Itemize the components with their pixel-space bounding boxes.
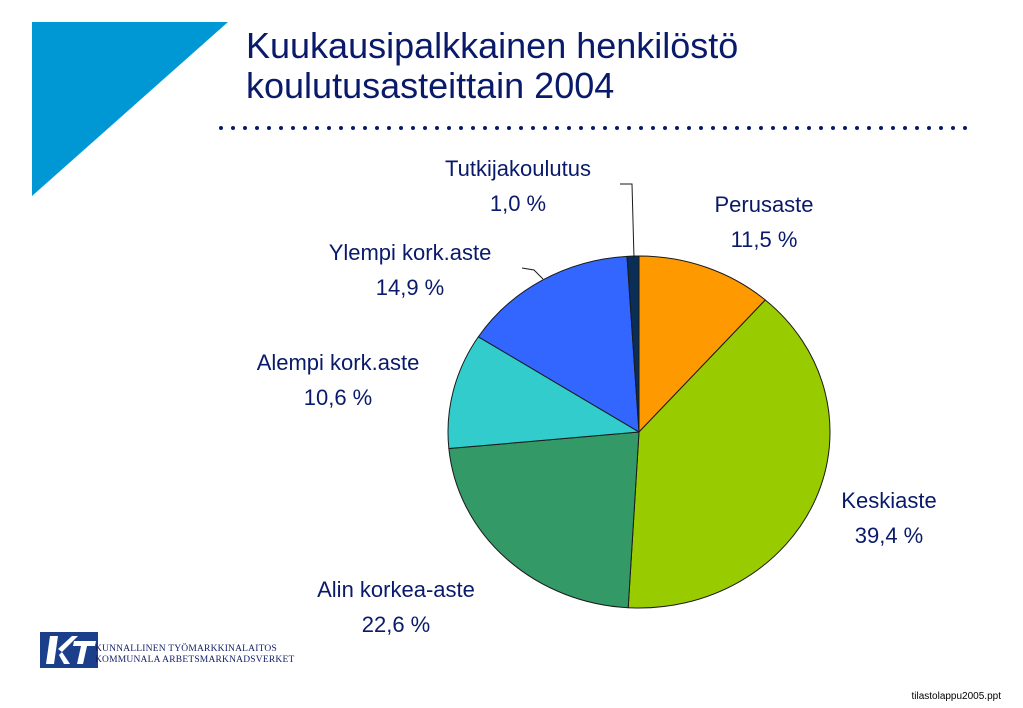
dotted-divider: [219, 126, 973, 130]
slice-label-6: Tutkijakoulutus 1,0 %: [445, 156, 591, 216]
slice-label-1: Perusaste 11,5 %: [714, 192, 813, 252]
slice-label-5: Ylempi kork.aste 14,9 %: [329, 240, 492, 300]
title-line-1: Kuukausipalkkainen henkilöstö: [246, 25, 739, 66]
org-name-swedish: KOMMUNALA ARBETSMARKNADSVERKET: [95, 655, 295, 665]
slide-title: Kuukausipalkkainen henkilöstö koulutusas…: [246, 26, 738, 106]
slice-label-2: Keskiaste 39,4 %: [841, 488, 936, 548]
pie-slice-2: [627, 299, 831, 609]
pie-slice-4: [447, 336, 640, 450]
slice-label-4: Alempi kork.aste 10,6 %: [257, 350, 420, 410]
org-name-finnish: KUNNALLINEN TYÖMARKKINALAITOS: [95, 644, 277, 654]
corner-triangle: [32, 22, 228, 196]
kt-logo: [40, 632, 98, 668]
leader-line-tutkijakoulutus: [620, 183, 635, 259]
title-line-2: koulutusasteittain 2004: [246, 65, 615, 106]
leader-line-ylempi: [521, 267, 544, 280]
pie-slice-5: [477, 255, 640, 433]
pie-slice-6: [626, 255, 640, 433]
pie-slice-3: [448, 431, 640, 609]
file-name: tilastolappu2005.ppt: [911, 691, 1001, 702]
corner-decoration: [32, 22, 228, 196]
organization-name: KUNNALLINEN TYÖMARKKINALAITOS KOMMUNALA …: [95, 644, 294, 666]
pie-slice-1: [638, 255, 766, 433]
slice-label-3: Alin korkea-aste 22,6 %: [317, 577, 475, 637]
